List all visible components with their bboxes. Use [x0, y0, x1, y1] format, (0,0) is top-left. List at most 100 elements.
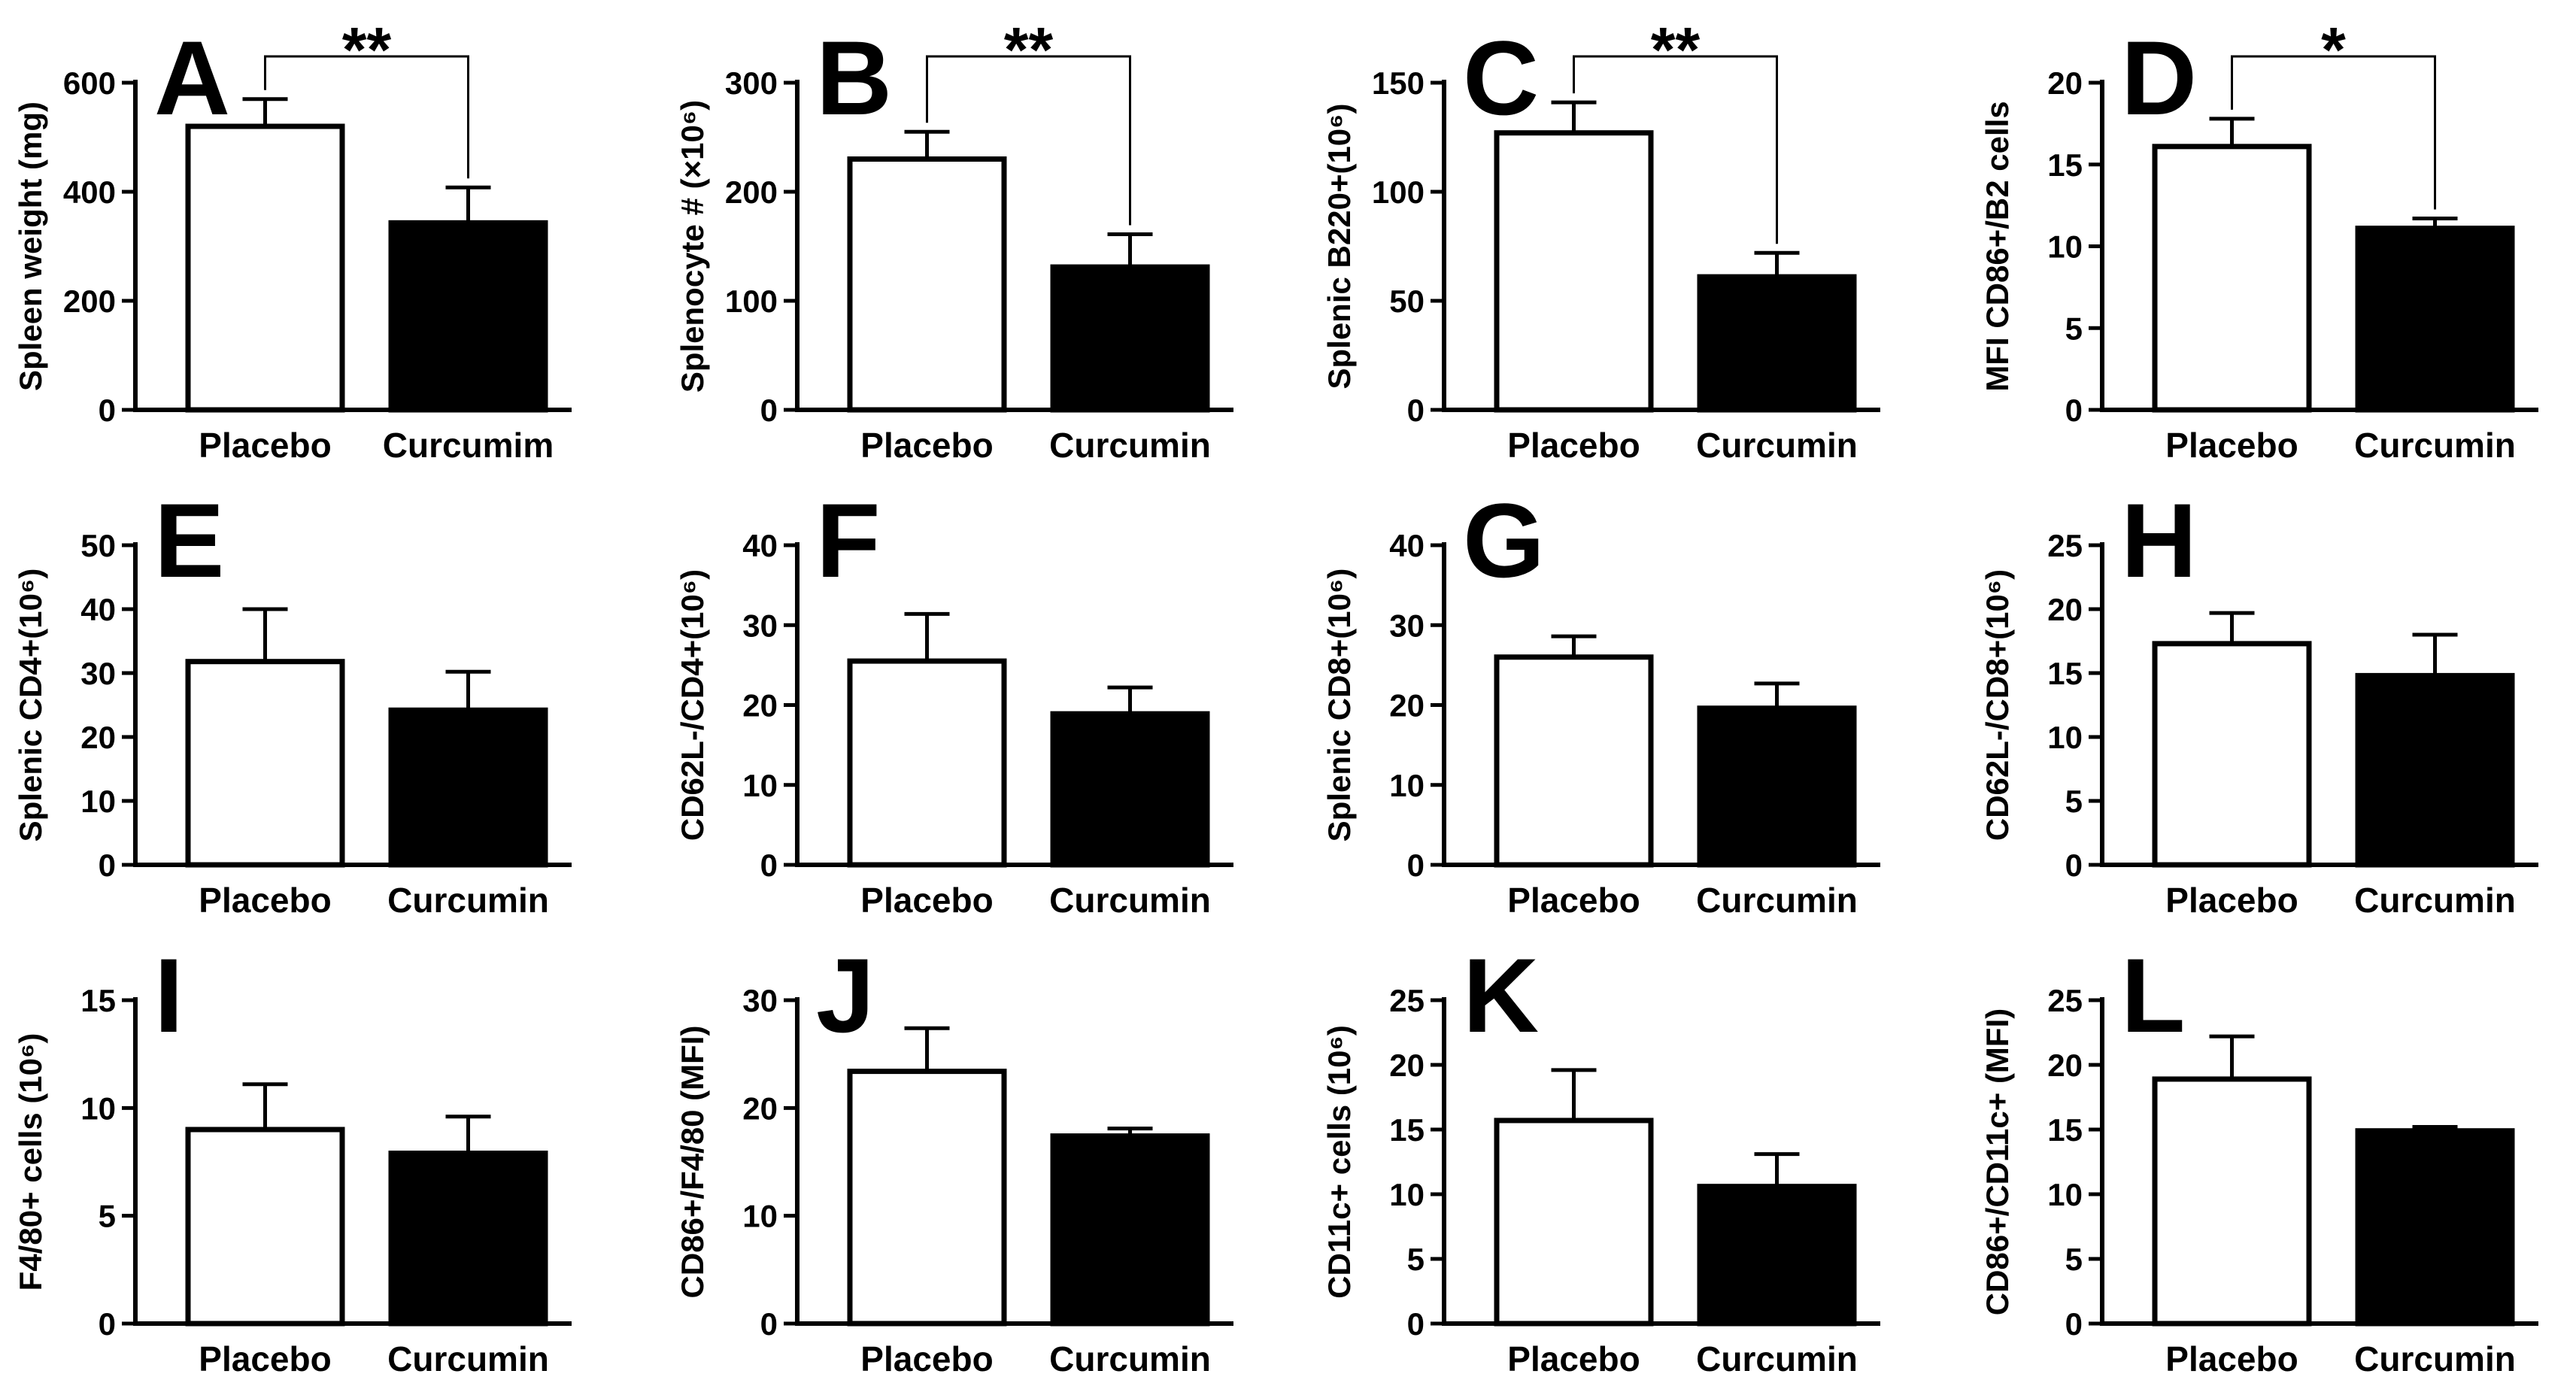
- category-label: Curcumin: [1696, 426, 1858, 465]
- panel-letter: E: [154, 481, 224, 599]
- y-axis-title: Splenic B220+(10⁶): [1321, 103, 1357, 389]
- bar-placebo: [1494, 1118, 1654, 1327]
- category-label: Placebo: [2165, 426, 2298, 465]
- significance-marker: **: [1004, 14, 1054, 85]
- y-tick-label: 200: [63, 284, 116, 319]
- y-tick-label: 15: [2047, 147, 2083, 183]
- panel-letter: K: [1463, 936, 1539, 1054]
- y-tick-label: 10: [80, 1090, 116, 1126]
- y-tick-label: 10: [2047, 720, 2083, 755]
- y-axis-title: Splenocyte # (×10⁶): [675, 100, 710, 393]
- y-tick-label: 0: [760, 1306, 778, 1342]
- y-axis-title: Splenic CD8+(10⁶): [1321, 569, 1357, 842]
- bar-placebo: [2152, 641, 2312, 868]
- y-tick-label: 50: [1389, 284, 1425, 319]
- y-tick-label: 20: [742, 688, 778, 723]
- y-tick-label: 50: [80, 528, 116, 563]
- y-tick-label: 15: [80, 983, 116, 1018]
- category-label: Placebo: [199, 426, 331, 465]
- y-tick-label: 5: [2065, 311, 2083, 346]
- y-tick-label: 20: [2047, 1048, 2083, 1083]
- y-tick-label: 40: [1389, 528, 1425, 563]
- category-label: Curcumin: [1696, 881, 1858, 920]
- y-axis-title: CD62L-/CD4+(10⁶): [675, 569, 710, 841]
- bar-curcumin: [2355, 672, 2515, 868]
- y-tick-label: 5: [1407, 1242, 1425, 1277]
- y-tick-label: 5: [99, 1199, 116, 1234]
- category-label: Placebo: [860, 881, 993, 920]
- bar-curcumin: [1050, 1133, 1210, 1327]
- y-tick-label: 10: [2047, 229, 2083, 265]
- panel-letter: L: [2121, 936, 2186, 1054]
- bar-curcumim: [388, 220, 548, 413]
- panel-a: 0 200 400 600 Placebo Curcumim Spleen weight (…: [13, 14, 572, 465]
- bar-curcumin: [1050, 264, 1210, 413]
- bar-placebo: [1494, 130, 1654, 413]
- y-tick-label: 20: [2047, 592, 2083, 627]
- bar-curcumin: [388, 707, 548, 868]
- bar-placebo: [185, 1127, 345, 1327]
- panel-c: 0 50 100 150 Placebo Curcumin Splenic B220+(10…: [1321, 14, 1880, 465]
- category-label: Curcumin: [1696, 1339, 1858, 1378]
- bar-placebo: [1494, 654, 1654, 868]
- bar-placebo: [185, 659, 345, 868]
- panel-letter: D: [2121, 19, 2197, 137]
- y-tick-label: 10: [2047, 1177, 2083, 1212]
- y-tick-label: 100: [725, 284, 778, 319]
- bar-curcumin: [1697, 1184, 1857, 1327]
- panel-l: 0 5 10 15 20 25 Placebo Curcumin CD86+/CD11c+ (M…: [1980, 936, 2538, 1378]
- y-tick-label: 30: [742, 608, 778, 643]
- y-tick-label: 20: [1389, 1048, 1425, 1083]
- panel-letter: F: [816, 481, 881, 599]
- category-label: Curcumin: [387, 881, 549, 920]
- y-tick-label: 25: [2047, 983, 2083, 1018]
- panel-g: 0 10 20 30 40 Placebo Curcumin Splenic CD8+(10⁶…: [1321, 481, 1880, 920]
- y-tick-label: 30: [80, 656, 116, 691]
- panel-e: 0 10 20 30 40 50 Placebo Curcumin Splenic CD4+(1…: [13, 481, 572, 920]
- y-tick-label: 15: [2047, 656, 2083, 691]
- panel-d: 0 5 10 15 20 Placebo Curcumin MFI CD86+/B2 cell…: [1980, 14, 2538, 465]
- panel-letter: H: [2121, 481, 2197, 599]
- bar-curcumin: [388, 1151, 548, 1327]
- panel-h: 0 5 10 15 20 25 Placebo Curcumin CD62L-/CD8+(10⁶…: [1980, 481, 2538, 920]
- y-tick-label: 0: [2065, 1306, 2083, 1342]
- bar-placebo: [847, 1069, 1007, 1327]
- y-tick-label: 10: [1389, 1177, 1425, 1212]
- y-tick-label: 25: [1389, 983, 1425, 1018]
- y-tick-label: 20: [1389, 688, 1425, 723]
- y-tick-label: 0: [99, 393, 116, 428]
- y-tick-label: 100: [1372, 174, 1425, 210]
- panel-letter: G: [1463, 481, 1545, 599]
- y-tick-label: 5: [2065, 784, 2083, 819]
- y-tick-label: 10: [1389, 768, 1425, 803]
- y-tick-label: 30: [1389, 608, 1425, 643]
- y-tick-label: 0: [99, 848, 116, 883]
- category-label: Placebo: [1507, 426, 1640, 465]
- y-axis-title: Splenic CD4+(10⁶): [13, 569, 48, 842]
- category-label: Placebo: [860, 426, 993, 465]
- y-tick-label: 40: [742, 528, 778, 563]
- y-tick-label: 0: [760, 393, 778, 428]
- panel-letter: A: [154, 19, 230, 137]
- y-tick-label: 200: [725, 174, 778, 210]
- y-tick-label: 30: [742, 983, 778, 1018]
- bar-curcumin: [1697, 705, 1857, 868]
- y-tick-label: 10: [80, 784, 116, 819]
- y-axis-title: MFI CD86+/B2 cells: [1980, 101, 2015, 391]
- bar-placebo: [847, 156, 1007, 413]
- y-tick-label: 10: [742, 768, 778, 803]
- category-label: Placebo: [2165, 1339, 2298, 1378]
- category-label: Placebo: [860, 1339, 993, 1378]
- panel-letter: I: [154, 936, 184, 1054]
- y-tick-label: 40: [80, 592, 116, 627]
- bar-placebo: [185, 123, 345, 413]
- category-label: Curcumin: [2354, 426, 2516, 465]
- category-label: Curcumin: [2354, 1339, 2516, 1378]
- category-label: Curcumin: [1049, 881, 1211, 920]
- y-tick-label: 10: [742, 1199, 778, 1234]
- panel-f: 0 10 20 30 40 Placebo Curcumin CD62L-/CD4+(10⁶)…: [675, 481, 1233, 920]
- category-label: Curcumin: [1049, 426, 1211, 465]
- bar-curcumin: [1697, 274, 1857, 413]
- y-axis-title: F4/80+ cells (10⁶): [13, 1033, 48, 1291]
- y-axis-title: CD86+/F4/80 (MFI): [675, 1026, 710, 1299]
